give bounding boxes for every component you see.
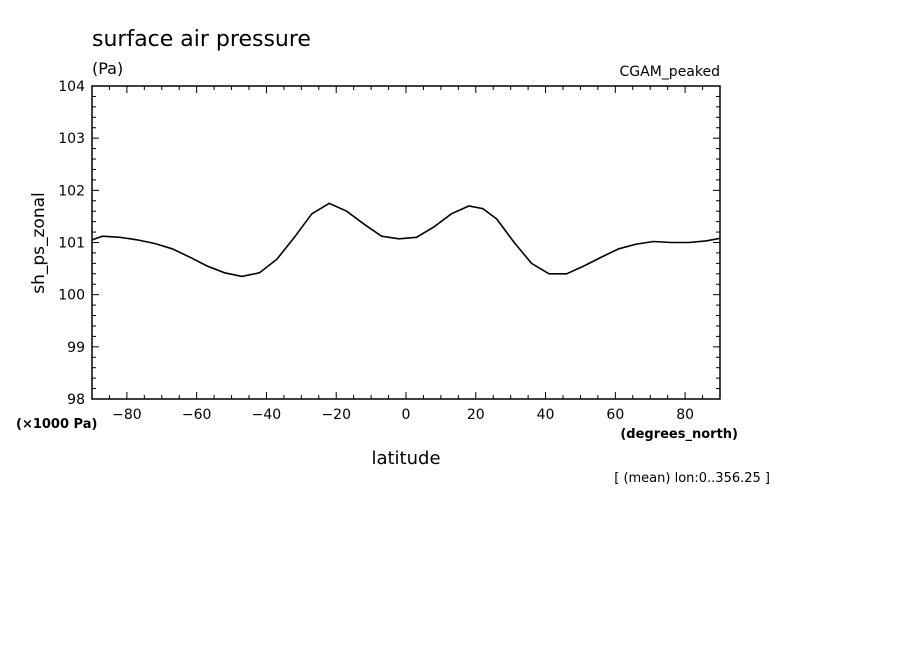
y-tick-label: 101 [58, 236, 85, 252]
x-tick-label: 0 [402, 407, 411, 423]
x-units-label: (degrees_north) [620, 427, 738, 442]
tick-marks [91, 85, 721, 400]
footer-note: [ (mean) lon:0..356.25 ] [614, 471, 770, 486]
y-tick-label: 98 [67, 392, 85, 408]
x-tick-labels: −80 −60 −40 −20 0 20 40 60 80 [112, 407, 694, 423]
y-tick-labels: 98 99 100 101 102 103 104 [58, 79, 85, 408]
x-tick-label: −20 [321, 407, 351, 423]
plot-frame [91, 85, 721, 400]
units-label: (Pa) [92, 59, 123, 78]
x-tick-label: −80 [112, 407, 142, 423]
x-tick-label: 80 [676, 407, 694, 423]
y-tick-label: 100 [58, 288, 85, 304]
y-tick-label: 99 [67, 340, 85, 356]
x-tick-label: −60 [182, 407, 212, 423]
y-axis-label: sh_ps_zonal [29, 192, 49, 294]
y-tick-label: 104 [58, 79, 85, 95]
x-tick-label: 40 [537, 407, 555, 423]
x-tick-label: 60 [606, 407, 624, 423]
x-axis-label: latitude [371, 448, 440, 469]
x-tick-label: −40 [252, 407, 282, 423]
dataset-label: CGAM_peaked [620, 64, 720, 80]
y-scale-label: (×1000 Pa) [16, 417, 97, 432]
chart-title: surface air pressure [92, 27, 311, 52]
y-tick-label: 103 [58, 131, 85, 147]
x-tick-label: 20 [467, 407, 485, 423]
y-tick-label: 102 [58, 183, 85, 199]
series-line [91, 202, 721, 278]
